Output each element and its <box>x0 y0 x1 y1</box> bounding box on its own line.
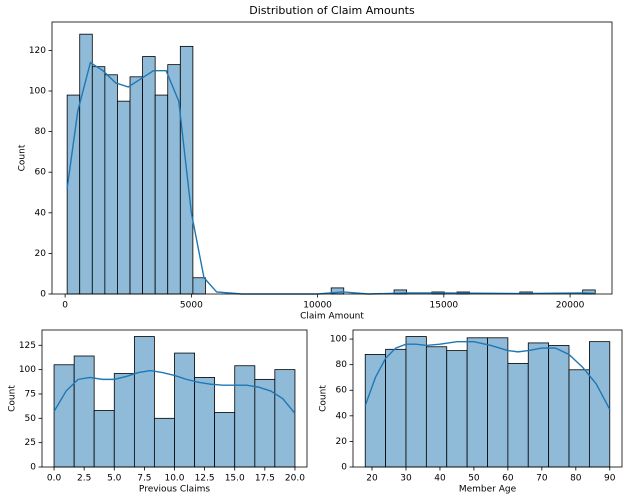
x-tick-label: 12.5 <box>195 474 215 484</box>
bar <box>91 66 106 295</box>
y-tick-label: 20 <box>336 437 348 447</box>
x-tick-label: 15.0 <box>225 474 245 484</box>
bar <box>487 337 509 468</box>
bar <box>79 33 93 295</box>
y-tick-label: 75 <box>25 389 36 399</box>
kde-line <box>66 61 596 295</box>
x-tick-label: 60 <box>502 474 514 484</box>
x-axis-label: Claim Amount <box>300 312 364 322</box>
bar <box>104 74 118 295</box>
bar <box>568 369 590 468</box>
y-axis-label: Count <box>18 144 28 171</box>
bar <box>154 94 169 295</box>
y-tick-label: 125 <box>19 341 36 351</box>
x-tick-label: 70 <box>536 474 548 484</box>
axes-frame <box>352 329 623 468</box>
bar <box>192 277 206 295</box>
bar <box>405 336 427 468</box>
y-tick-label: 0 <box>30 463 36 473</box>
y-tick-label: 60 <box>35 168 47 178</box>
bar <box>133 336 155 468</box>
x-tick-label: 20.0 <box>285 474 305 484</box>
kde-line <box>53 369 296 414</box>
x-tick-label: 10000 <box>303 301 332 311</box>
y-tick-label: 120 <box>29 46 46 56</box>
y-tick-label: 80 <box>35 127 47 137</box>
y-tick-label: 0 <box>40 290 46 300</box>
y-tick-label: 50 <box>25 414 37 424</box>
x-tick-label: 15000 <box>430 301 459 311</box>
y-tick-label: 20 <box>35 249 47 259</box>
bar <box>93 410 115 468</box>
y-tick-label: 100 <box>29 87 46 97</box>
bar <box>129 76 143 295</box>
x-tick-label: 50 <box>468 474 480 484</box>
chart-title: Distribution of Claim Amounts <box>249 4 415 17</box>
bar <box>113 373 135 468</box>
x-tick-label: 80 <box>570 474 582 484</box>
x-tick-label: 0.0 <box>47 474 62 484</box>
bar <box>234 365 256 468</box>
bar <box>194 377 216 468</box>
y-axis-label: Count <box>319 385 329 412</box>
bar <box>548 345 570 468</box>
y-tick-label: 60 <box>336 386 348 396</box>
x-tick-label: 20000 <box>556 301 585 311</box>
bar <box>214 412 236 468</box>
bar <box>117 100 131 295</box>
bar <box>385 348 407 468</box>
bar <box>53 364 75 468</box>
bar <box>174 352 196 468</box>
x-tick-label: 40 <box>434 474 446 484</box>
bar <box>73 355 95 468</box>
x-tick-label: 7.5 <box>137 474 151 484</box>
y-tick-label: 100 <box>330 335 347 345</box>
bar <box>66 94 81 295</box>
bar <box>466 337 488 468</box>
y-tick-label: 100 <box>19 365 36 375</box>
x-axis-label: Member Age <box>459 485 517 495</box>
axes-frame <box>41 329 308 468</box>
y-tick-label: 40 <box>336 411 348 421</box>
x-axis-label: Previous Claims <box>139 485 210 495</box>
y-tick-label: 40 <box>35 208 47 218</box>
bar <box>527 342 550 468</box>
x-tick-label: 0 <box>62 301 68 311</box>
y-tick-label: 25 <box>25 438 36 448</box>
x-tick-label: 2.5 <box>77 474 91 484</box>
x-tick-label: 5.0 <box>107 474 122 484</box>
bar <box>507 362 529 468</box>
bar <box>153 417 175 468</box>
y-tick-label: 80 <box>336 360 348 370</box>
bar <box>446 350 468 468</box>
x-tick-label: 10.0 <box>164 474 184 484</box>
x-tick-label: 20 <box>366 474 378 484</box>
kde-line <box>364 340 611 410</box>
x-tick-label: 5000 <box>180 301 203 311</box>
bar <box>274 369 296 468</box>
x-tick-label: 17.5 <box>255 474 275 484</box>
bar <box>364 354 387 468</box>
axes-frame <box>51 21 613 295</box>
y-tick-label: 0 <box>341 463 347 473</box>
x-tick-label: 90 <box>604 474 616 484</box>
x-tick-label: 30 <box>400 474 412 484</box>
bar <box>425 346 448 468</box>
y-axis-label: Count <box>8 385 18 412</box>
bar <box>142 56 156 295</box>
